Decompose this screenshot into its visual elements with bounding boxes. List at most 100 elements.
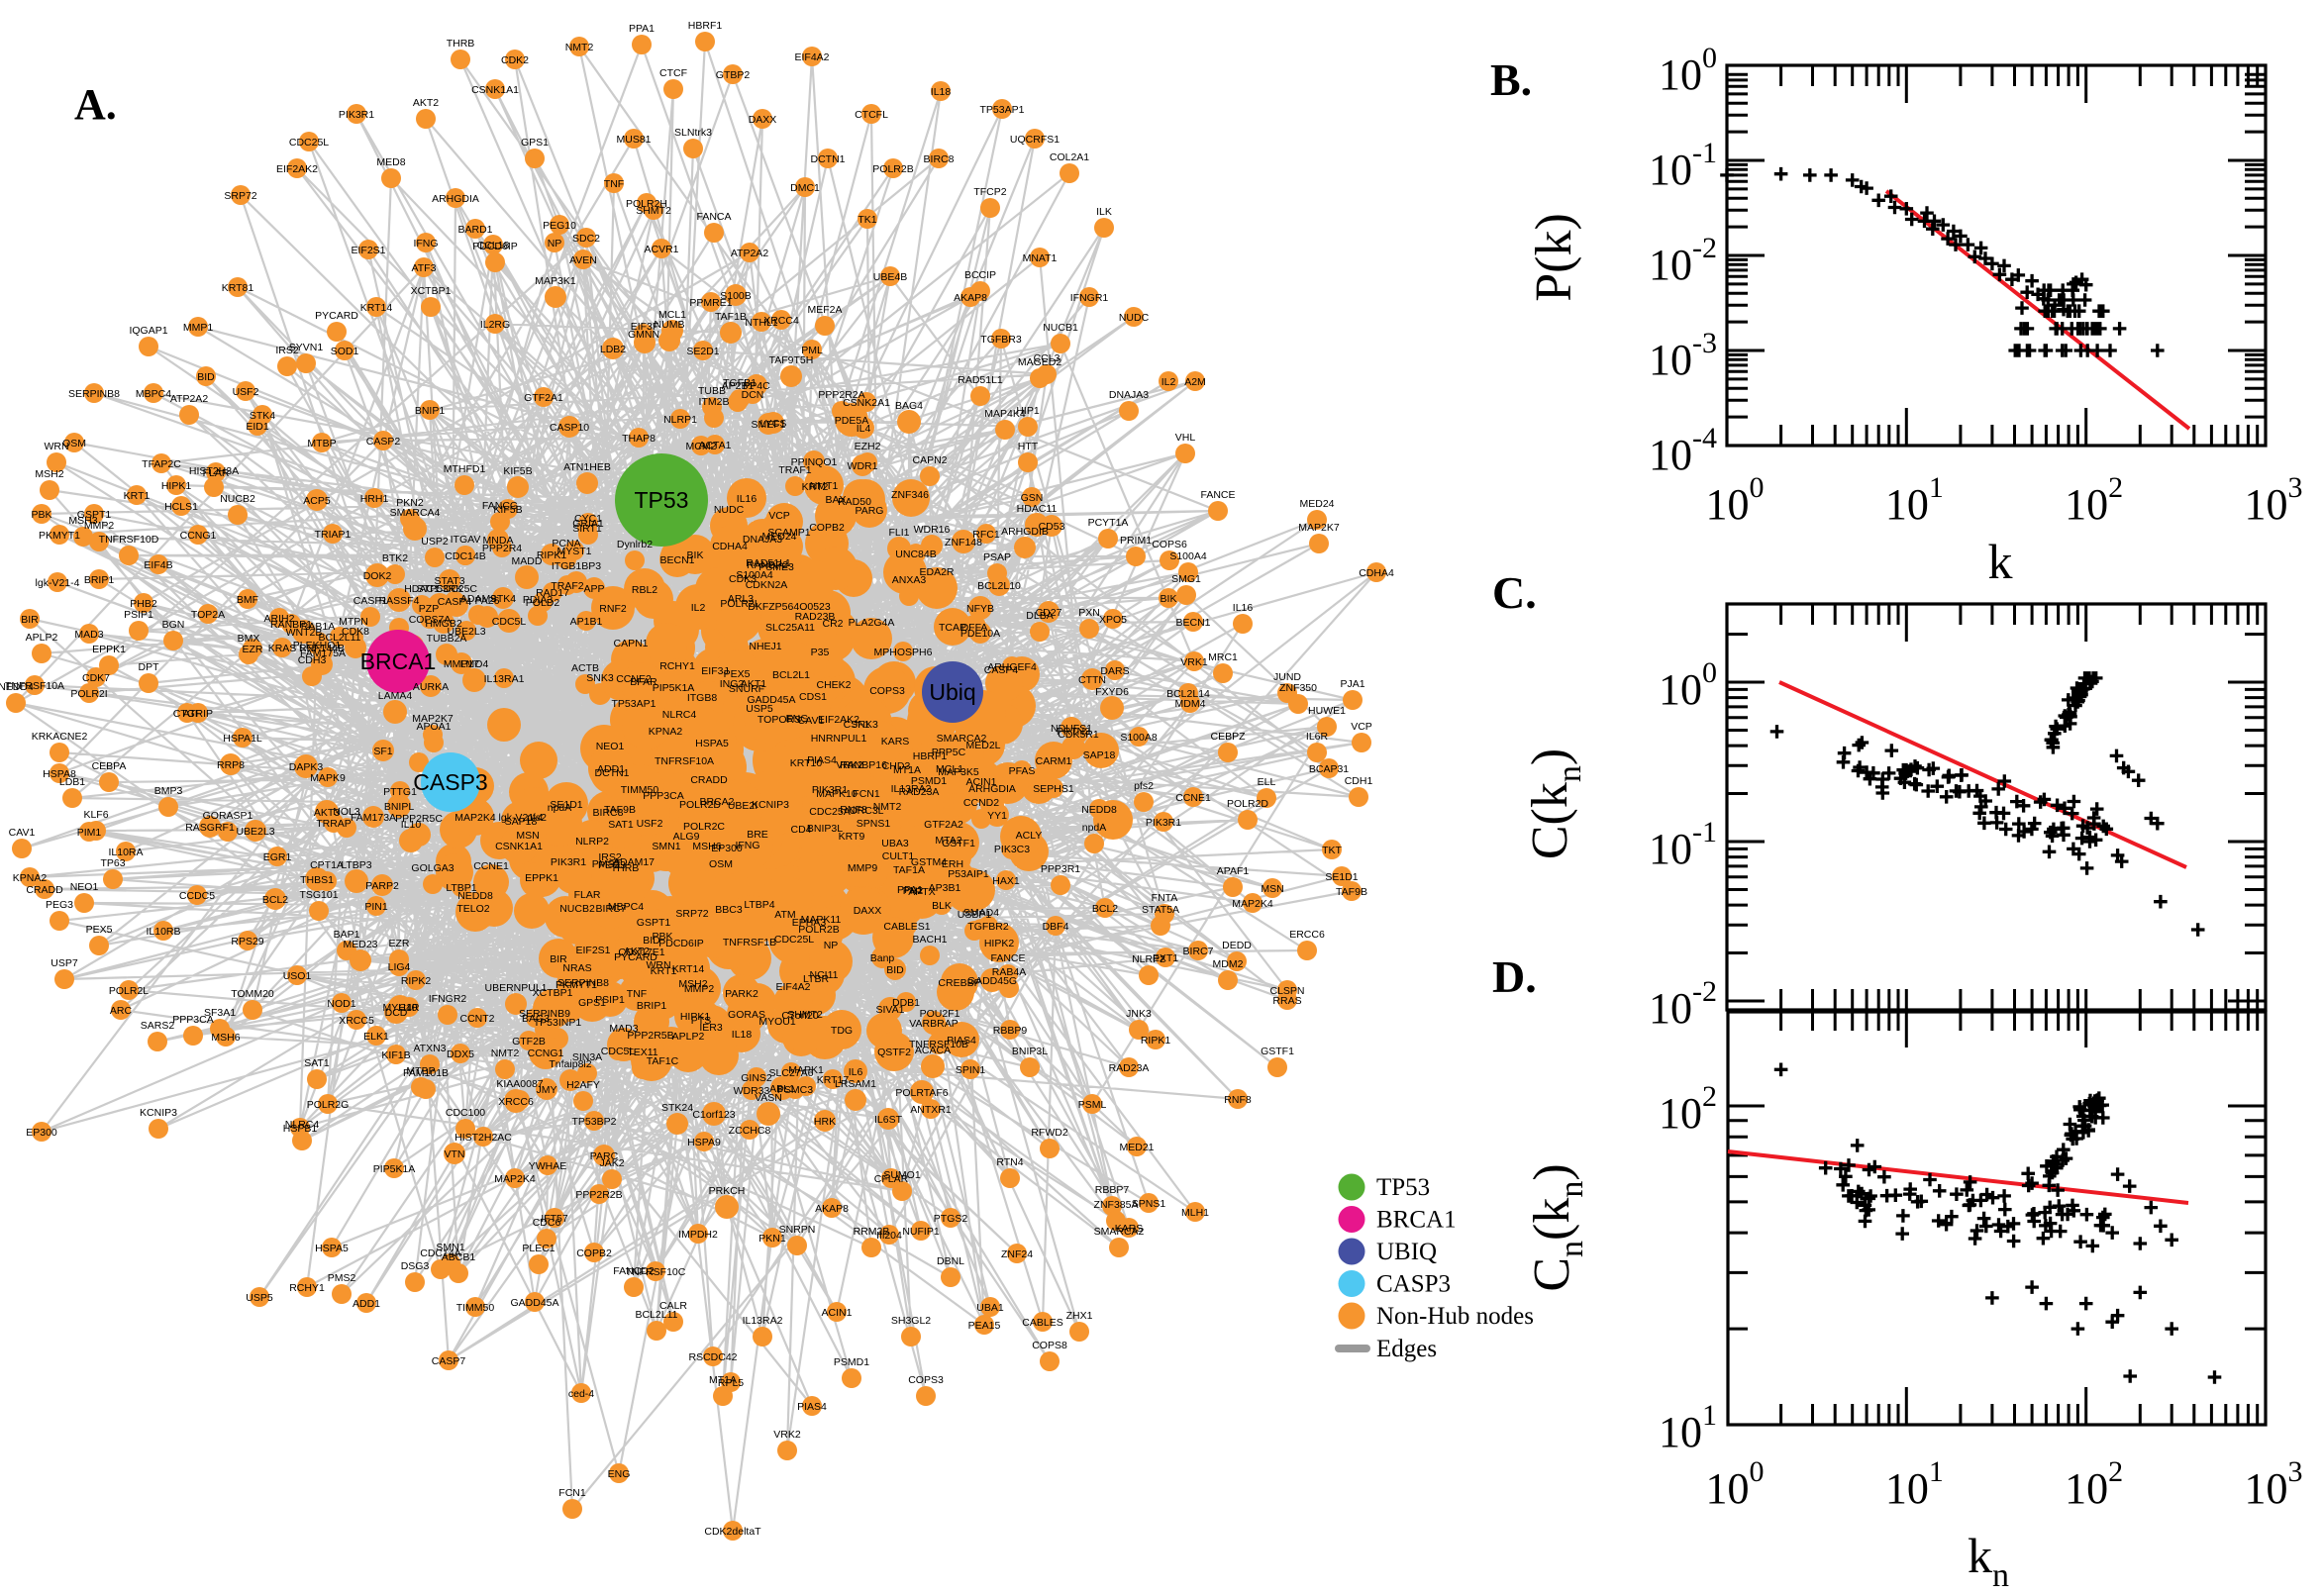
- svg-text:ARC: ARC: [110, 1005, 133, 1017]
- svg-text:ACIN1: ACIN1: [966, 776, 997, 788]
- svg-text:KRT10: KRT10: [790, 757, 823, 769]
- svg-text:GSTF1: GSTF1: [942, 838, 975, 849]
- svg-text:CFLAR: CFLAR: [874, 1173, 909, 1185]
- svg-text:IL13RA2: IL13RA2: [743, 1315, 783, 1327]
- svg-text:CDC14B: CDC14B: [445, 550, 485, 562]
- svg-text:DDX5: DDX5: [447, 1048, 474, 1060]
- svg-text:ING2: ING2: [720, 678, 745, 690]
- svg-text:TRRAP: TRRAP: [316, 818, 352, 830]
- svg-text:RIPK2: RIPK2: [401, 975, 432, 987]
- svg-text:CCNE1: CCNE1: [1175, 792, 1211, 804]
- svg-text:CDC25L: CDC25L: [289, 137, 329, 149]
- svg-text:CSF1: CSF1: [844, 719, 870, 731]
- svg-text:PSML: PSML: [1078, 1099, 1107, 1111]
- svg-text:BCL2L11: BCL2L11: [635, 1309, 677, 1321]
- svg-text:AP2B1: AP2B1: [722, 380, 755, 392]
- svg-text:101: 101: [1659, 1399, 1717, 1456]
- svg-text:HIPK1: HIPK1: [161, 480, 192, 492]
- svg-text:NEO1: NEO1: [596, 741, 625, 752]
- svg-text:RAD23B: RAD23B: [795, 611, 836, 623]
- svg-text:KPNA2: KPNA2: [649, 726, 683, 738]
- svg-text:ABCB1: ABCB1: [442, 1251, 476, 1263]
- svg-text:JNK3: JNK3: [853, 719, 878, 731]
- svg-text:PIN1: PIN1: [364, 901, 388, 913]
- svg-text:PTS: PTS: [691, 1015, 711, 1027]
- svg-text:BAP1: BAP1: [334, 929, 360, 941]
- svg-text:HIP1: HIP1: [1016, 405, 1040, 417]
- svg-text:ADD1: ADD1: [597, 763, 625, 775]
- svg-text:PIAS4: PIAS4: [807, 754, 837, 766]
- svg-text:NUCB2: NUCB2: [220, 493, 255, 505]
- svg-text:POLD2: POLD2: [526, 597, 560, 609]
- svg-text:EIF4B: EIF4B: [144, 559, 172, 571]
- svg-text:HIPK2: HIPK2: [984, 938, 1015, 949]
- svg-text:BLK: BLK: [932, 900, 952, 912]
- svg-text:HSPB1: HSPB1: [283, 1123, 318, 1135]
- svg-text:MMP17: MMP17: [444, 658, 479, 670]
- svg-text:RPL5: RPL5: [718, 1377, 744, 1389]
- svg-text:MAP2K7: MAP2K7: [412, 713, 454, 725]
- svg-text:RNF8: RNF8: [840, 804, 867, 816]
- svg-text:C.: C.: [1492, 567, 1537, 618]
- svg-text:CCL3: CCL3: [1034, 352, 1060, 364]
- svg-text:CEBPA: CEBPA: [92, 760, 127, 772]
- svg-text:RAB4A: RAB4A: [992, 966, 1026, 978]
- svg-text:DPT: DPT: [139, 661, 160, 673]
- svg-text:SAT1: SAT1: [304, 1057, 330, 1069]
- svg-text:KRT1: KRT1: [124, 490, 151, 502]
- svg-text:ACP5: ACP5: [303, 495, 331, 507]
- svg-text:ERCC6: ERCC6: [1289, 929, 1325, 941]
- svg-text:HCLS1: HCLS1: [164, 501, 198, 513]
- svg-text:IL2RG: IL2RG: [480, 319, 510, 331]
- svg-text:EZR: EZR: [243, 644, 263, 655]
- svg-text:HNRNPUL1: HNRNPUL1: [811, 733, 867, 745]
- svg-text:MED23: MED23: [343, 939, 377, 950]
- svg-text:ALG9: ALG9: [673, 831, 700, 843]
- svg-text:SMN1: SMN1: [652, 841, 680, 852]
- svg-text:HIST2H2AC: HIST2H2AC: [454, 1132, 512, 1144]
- svg-text:IER3: IER3: [699, 1022, 723, 1034]
- svg-text:EIF4A2: EIF4A2: [775, 981, 810, 993]
- svg-text:SNK3: SNK3: [586, 672, 614, 684]
- svg-text:FANCA: FANCA: [696, 211, 731, 223]
- svg-text:PYCARD: PYCARD: [614, 951, 657, 963]
- svg-text:CDC14A: CDC14A: [420, 1247, 460, 1259]
- svg-text:PIP5K1A: PIP5K1A: [653, 682, 695, 694]
- svg-text:EPPK1: EPPK1: [525, 872, 558, 884]
- svg-text:EPPK1: EPPK1: [92, 644, 126, 655]
- svg-text:APTX: APTX: [908, 886, 935, 898]
- svg-text:GMNN: GMNN: [628, 329, 659, 341]
- svg-text:CULT1: CULT1: [882, 850, 915, 862]
- svg-text:PZP: PZP: [419, 603, 439, 615]
- svg-text:USF2: USF2: [233, 386, 259, 398]
- svg-text:RPS29: RPS29: [231, 936, 263, 948]
- svg-text:IL6ST: IL6ST: [874, 1114, 903, 1126]
- svg-text:TK1: TK1: [858, 214, 876, 226]
- svg-text:EIF3J: EIF3J: [701, 665, 728, 677]
- svg-text:CASP7: CASP7: [432, 1355, 466, 1367]
- svg-text:IL10RB: IL10RB: [146, 926, 180, 938]
- svg-text:GADD45A: GADD45A: [510, 1297, 558, 1309]
- svg-text:MCL1: MCL1: [658, 309, 686, 321]
- svg-text:STAT3: STAT3: [434, 575, 464, 587]
- svg-text:ITGB8: ITGB8: [687, 692, 718, 704]
- svg-text:BIRC7: BIRC7: [596, 903, 627, 915]
- svg-text:POLR2H: POLR2H: [626, 198, 667, 210]
- svg-text:NFYB: NFYB: [966, 603, 994, 615]
- svg-text:EDA2R: EDA2R: [919, 566, 954, 578]
- svg-text:PPP2R2B: PPP2R2B: [575, 1189, 622, 1201]
- svg-text:MAP4K4: MAP4K4: [984, 408, 1026, 420]
- svg-text:SE2D1: SE2D1: [686, 346, 719, 357]
- svg-text:ZNF385A: ZNF385A: [1094, 1199, 1139, 1211]
- svg-text:MRC1: MRC1: [1208, 651, 1238, 663]
- svg-text:PPP5C: PPP5C: [932, 747, 966, 758]
- svg-text:QSTF2: QSTF2: [877, 1047, 911, 1058]
- svg-text:TEX11: TEX11: [627, 1047, 657, 1058]
- svg-text:HRH1: HRH1: [360, 493, 389, 505]
- svg-text:BAG3: BAG3: [522, 1013, 550, 1025]
- svg-text:RNF2: RNF2: [599, 603, 627, 615]
- svg-text:DMC1: DMC1: [790, 182, 820, 194]
- svg-text:MAP3K5: MAP3K5: [938, 766, 979, 778]
- svg-text:GSTM4: GSTM4: [911, 856, 947, 868]
- svg-text:ANTXR1: ANTXR1: [910, 1104, 952, 1116]
